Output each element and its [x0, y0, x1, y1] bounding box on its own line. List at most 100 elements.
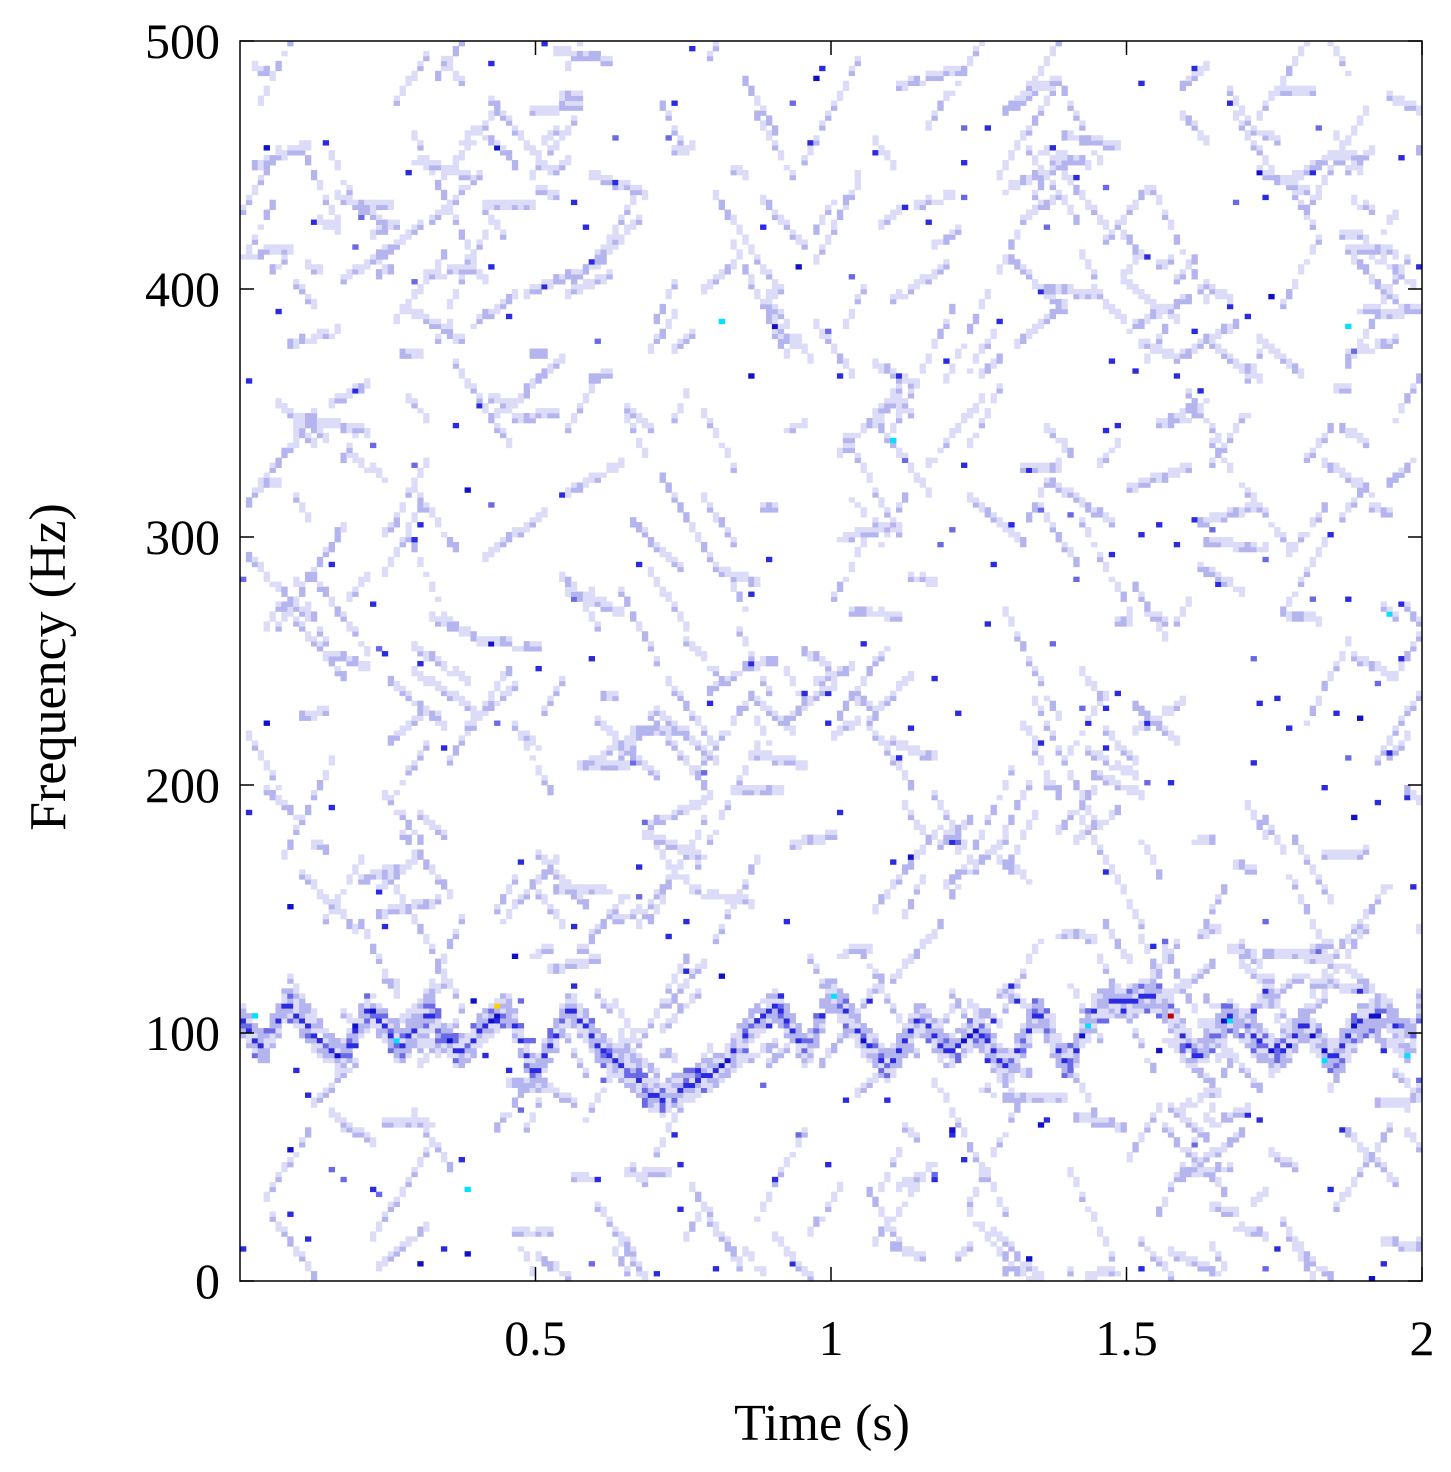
heatmap-cell [606, 750, 613, 756]
heatmap-cell [316, 705, 324, 711]
heatmap-cell [464, 259, 471, 265]
heatmap-cell [482, 556, 489, 563]
heatmap-cell [281, 254, 288, 260]
heatmap-cell [505, 913, 513, 920]
heatmap-cell [1026, 209, 1033, 215]
heatmap-cell [606, 1072, 613, 1079]
heatmap-cell [635, 417, 643, 424]
heatmap-cell [760, 1082, 767, 1088]
heatmap-cell [990, 1226, 997, 1232]
heatmap-cell [842, 948, 850, 955]
heatmap-cell [996, 794, 1003, 801]
heatmap-cell [919, 874, 926, 880]
heatmap-cell [872, 408, 879, 414]
heatmap-cell [848, 943, 856, 950]
heatmap-cell [334, 894, 341, 900]
heatmap-cell [801, 155, 808, 161]
heatmap-cell [505, 1018, 513, 1024]
heatmap-cell [630, 517, 637, 523]
heatmap-cell [464, 720, 471, 726]
heatmap-cell [612, 1062, 619, 1069]
heatmap-cell [500, 303, 507, 310]
heatmap-cell [901, 1127, 909, 1133]
heatmap-cell [440, 328, 448, 335]
heatmap-cell [653, 909, 661, 915]
heatmap-cell [689, 710, 696, 716]
heatmap-cell [494, 541, 501, 548]
heatmap-cell [848, 725, 856, 731]
heatmap-cell [896, 1052, 903, 1059]
heatmap-cell [919, 482, 926, 488]
heatmap-cell [393, 864, 400, 870]
heatmap-cell [937, 105, 944, 111]
heatmap-cell [683, 1097, 690, 1103]
heatmap-cell [1020, 130, 1027, 136]
heatmap-cell [1026, 725, 1033, 731]
heatmap-cell [801, 244, 808, 250]
heatmap-cell [730, 1057, 737, 1064]
heatmap-cell [423, 814, 430, 821]
heatmap-cell [647, 571, 655, 578]
heatmap-cell [387, 983, 395, 989]
heatmap-cell [825, 978, 832, 984]
heatmap-cell [795, 234, 802, 240]
heatmap-cell [370, 1236, 377, 1242]
heatmap-cell [417, 1037, 424, 1044]
heatmap-cell [452, 750, 460, 756]
heatmap-cell [257, 179, 265, 186]
heatmap-cell [334, 422, 341, 429]
heatmap-cell [765, 313, 773, 320]
heatmap-cell [488, 641, 495, 647]
heatmap-cell [375, 214, 383, 220]
heatmap-cell [978, 1176, 986, 1183]
heatmap-cell [565, 1013, 572, 1019]
heatmap-cell [937, 1042, 944, 1049]
heatmap-cell [517, 1052, 525, 1059]
heatmap-cell [677, 963, 684, 969]
heatmap-cell [429, 680, 436, 687]
heatmap-cell [529, 879, 536, 885]
heatmap-cell [582, 904, 590, 910]
heatmap-cell [293, 998, 300, 1004]
heatmap-cell [659, 1137, 666, 1143]
heatmap-cell [1020, 95, 1027, 101]
heatmap-cell [364, 1003, 371, 1009]
heatmap-cell [582, 1033, 590, 1039]
heatmap-cell [582, 601, 590, 607]
heatmap-cell [677, 864, 684, 870]
heatmap-cell [488, 393, 495, 399]
heatmap-cell [813, 140, 820, 146]
heatmap-cell [423, 462, 430, 468]
heatmap-cell [683, 641, 690, 647]
heatmap-cell [742, 1047, 749, 1054]
heatmap-cell [801, 1062, 808, 1069]
heatmap-cell [393, 546, 400, 553]
heatmap-cell [624, 209, 631, 215]
heatmap-cell [949, 70, 956, 77]
heatmap-cell [890, 373, 897, 379]
heatmap-cell [405, 1052, 412, 1059]
heatmap-cell [760, 998, 767, 1004]
heatmap-cell [352, 1018, 359, 1024]
heatmap-cell [494, 408, 501, 414]
heatmap-cell [529, 284, 536, 290]
heatmap-cell [996, 1067, 1003, 1074]
heatmap-cell [411, 487, 418, 493]
heatmap-cell [907, 462, 915, 468]
heatmap-cell [966, 854, 974, 860]
heatmap-cell [399, 541, 406, 548]
heatmap-cell [364, 665, 371, 672]
heatmap-cell [647, 1102, 655, 1108]
heatmap-cell [328, 596, 335, 602]
heatmap-cell [700, 1201, 708, 1207]
heatmap-cell [423, 859, 430, 865]
heatmap-cell [476, 274, 483, 280]
heatmap-cell [517, 527, 525, 533]
heatmap-cell [635, 725, 643, 731]
heatmap-cell [783, 1008, 791, 1014]
heatmap-cell [387, 522, 395, 528]
heatmap-cell [925, 492, 932, 498]
heatmap-cell [482, 125, 489, 131]
heatmap-cell [760, 755, 767, 761]
